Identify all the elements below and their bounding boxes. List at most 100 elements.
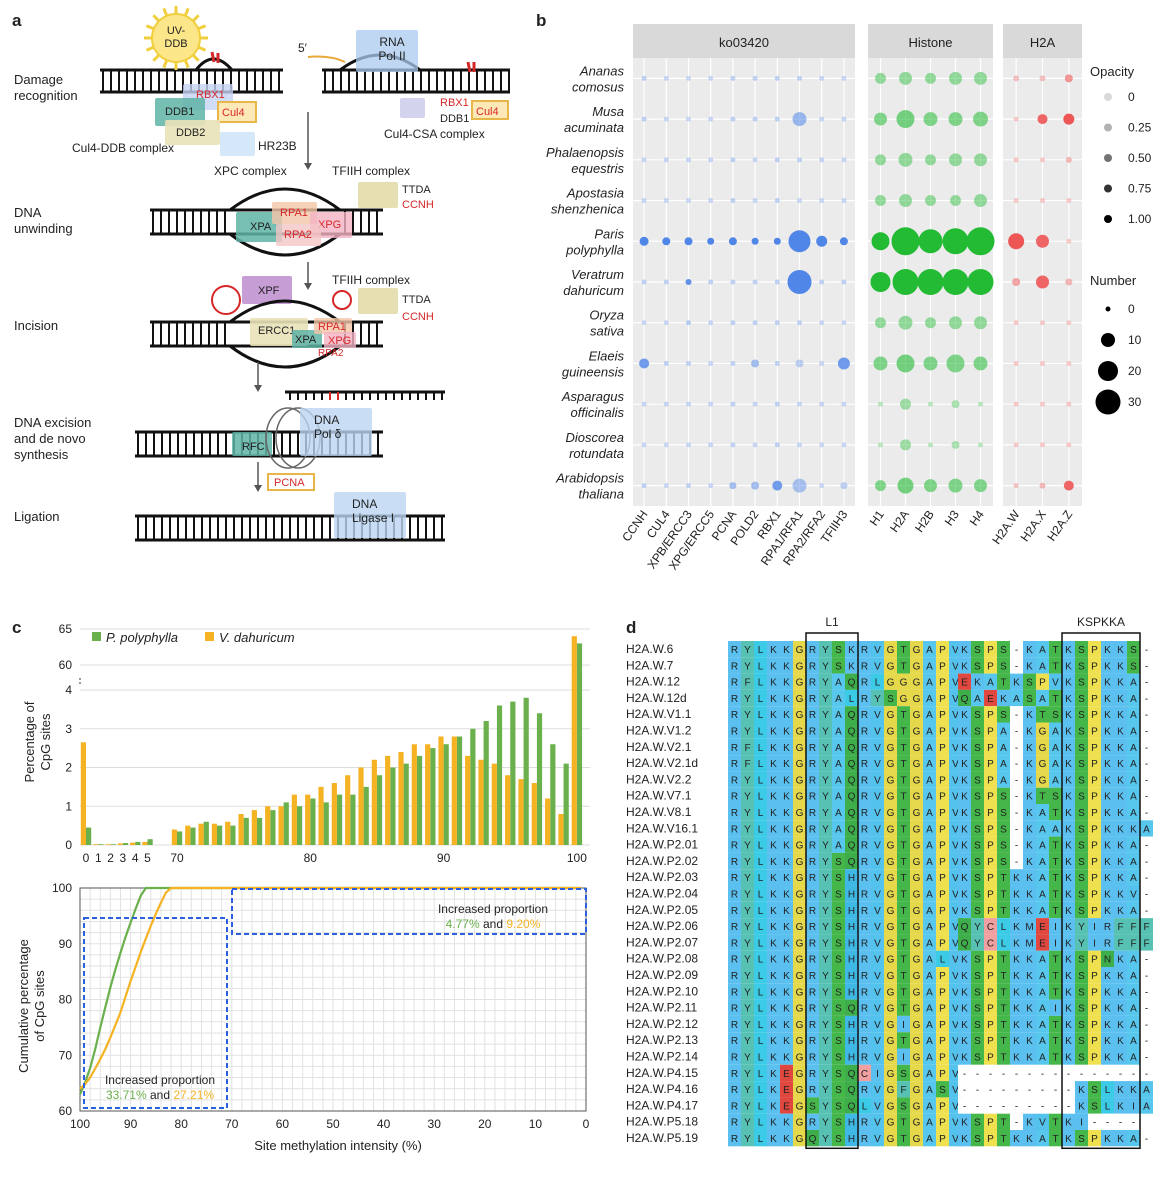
dot-point	[752, 279, 758, 285]
residue-cell	[1127, 852, 1140, 870]
residue-letter: V	[952, 808, 959, 819]
text-line: Y	[744, 890, 751, 901]
residue-cell	[754, 641, 767, 658]
residue-letter: T	[900, 1004, 906, 1015]
residue-letter: K	[1065, 775, 1072, 786]
sun-ray	[183, 59, 190, 69]
residue-letter: G	[913, 1118, 921, 1129]
residue-letter: R	[731, 857, 738, 868]
residue-letter: I	[1054, 922, 1057, 933]
residue-letter: S	[1078, 710, 1085, 721]
text-line: G	[796, 987, 804, 998]
text-line: S	[974, 841, 981, 852]
residue-cell	[1127, 804, 1140, 821]
text-line: S	[835, 922, 842, 933]
dna-pol-box	[300, 408, 372, 456]
dna-bubble-top	[229, 187, 341, 212]
bar-mark	[443, 744, 449, 845]
residue-letter: R	[809, 841, 816, 852]
residue-letter: L	[1105, 1085, 1111, 1096]
text-line: A	[1039, 987, 1046, 998]
text-line: G	[913, 759, 921, 770]
rpa2-label: RPA2	[284, 229, 312, 241]
residue-cell	[832, 787, 845, 804]
residue-cell	[910, 641, 923, 658]
residue-cell	[858, 852, 871, 870]
text-line: K	[783, 727, 790, 738]
residue-letter: P	[987, 1036, 994, 1047]
residue-letter: N	[1104, 955, 1111, 966]
text-line: R	[861, 1053, 868, 1064]
residue-letter: Y	[744, 906, 751, 917]
residue-cell	[958, 901, 971, 919]
text-line: A	[926, 775, 933, 786]
residue-letter: S	[1000, 710, 1007, 721]
residue-letter: -	[1041, 1069, 1044, 1080]
text-line: V	[952, 678, 959, 689]
residue-letter: P	[1091, 987, 1098, 998]
text-line: T	[1039, 710, 1045, 721]
text-line: Y	[974, 938, 981, 949]
residue-letter: K	[770, 955, 777, 966]
residue-letter: G	[796, 1069, 804, 1080]
residue-letter: R	[809, 955, 816, 966]
text-line: Q	[809, 1134, 817, 1145]
residue-cell	[1114, 983, 1127, 1000]
text-line: K	[770, 743, 777, 754]
residue-letter: T	[900, 938, 906, 949]
residue-letter: F	[1130, 938, 1136, 949]
residue-cell	[767, 706, 780, 723]
residue-letter: A	[926, 1134, 933, 1145]
gene-tick-label: H2A.X	[1018, 508, 1049, 544]
residue-cell	[1088, 722, 1101, 739]
text-line: K	[961, 1036, 968, 1047]
text-line: H2A.W.V2.1	[626, 740, 692, 754]
residue-letter: F	[744, 743, 750, 754]
text-line: T	[900, 775, 906, 786]
text-line: 0.25	[1128, 121, 1152, 135]
text-line: R	[861, 792, 868, 803]
dot-point	[1064, 74, 1073, 83]
residue-letter: T	[1052, 1118, 1058, 1129]
text-line: S	[835, 955, 842, 966]
residue-letter: G	[796, 841, 804, 852]
residue-letter: T	[1000, 873, 1006, 884]
bar-mark	[117, 843, 123, 845]
text-line: F	[1117, 922, 1123, 933]
dot-point	[1066, 238, 1072, 244]
residue-letter: G	[913, 759, 921, 770]
residue-letter: K	[1065, 824, 1072, 835]
residue-cell	[910, 673, 923, 690]
text-line: V	[952, 841, 959, 852]
text-line: -	[1145, 775, 1148, 786]
text-line: P	[939, 890, 946, 901]
dot-point	[751, 237, 759, 245]
residue-letter: S	[1000, 661, 1007, 672]
text-line: A	[835, 710, 842, 721]
residue-letter: -	[1015, 743, 1018, 754]
text-line: F	[900, 1085, 906, 1096]
residue-letter: -	[1106, 1069, 1109, 1080]
text-line: A	[1130, 1020, 1137, 1031]
text-line: R	[809, 873, 816, 884]
sun-ray	[197, 45, 207, 52]
residue-letter: K	[1104, 1053, 1111, 1064]
residue-letter: A	[1052, 743, 1059, 754]
text-line: Y	[822, 824, 829, 835]
text-line: G	[796, 1101, 804, 1112]
x-tick-label: 10	[529, 1117, 543, 1131]
residue-letter: R	[861, 1134, 868, 1145]
residue-letter: R	[809, 1053, 816, 1064]
bar-mark	[483, 721, 489, 845]
text-line: -	[1015, 775, 1018, 786]
text-line: K	[1065, 678, 1072, 689]
residue-cell	[958, 738, 971, 756]
text-line: P	[1091, 906, 1098, 917]
dot-point	[900, 439, 911, 451]
residue-cell	[884, 820, 897, 837]
residue-cell	[832, 950, 845, 967]
residue-cell	[871, 689, 884, 707]
residue-letter: L	[758, 1069, 764, 1080]
text-line: H	[848, 890, 855, 901]
residue-letter: G	[887, 1069, 895, 1080]
